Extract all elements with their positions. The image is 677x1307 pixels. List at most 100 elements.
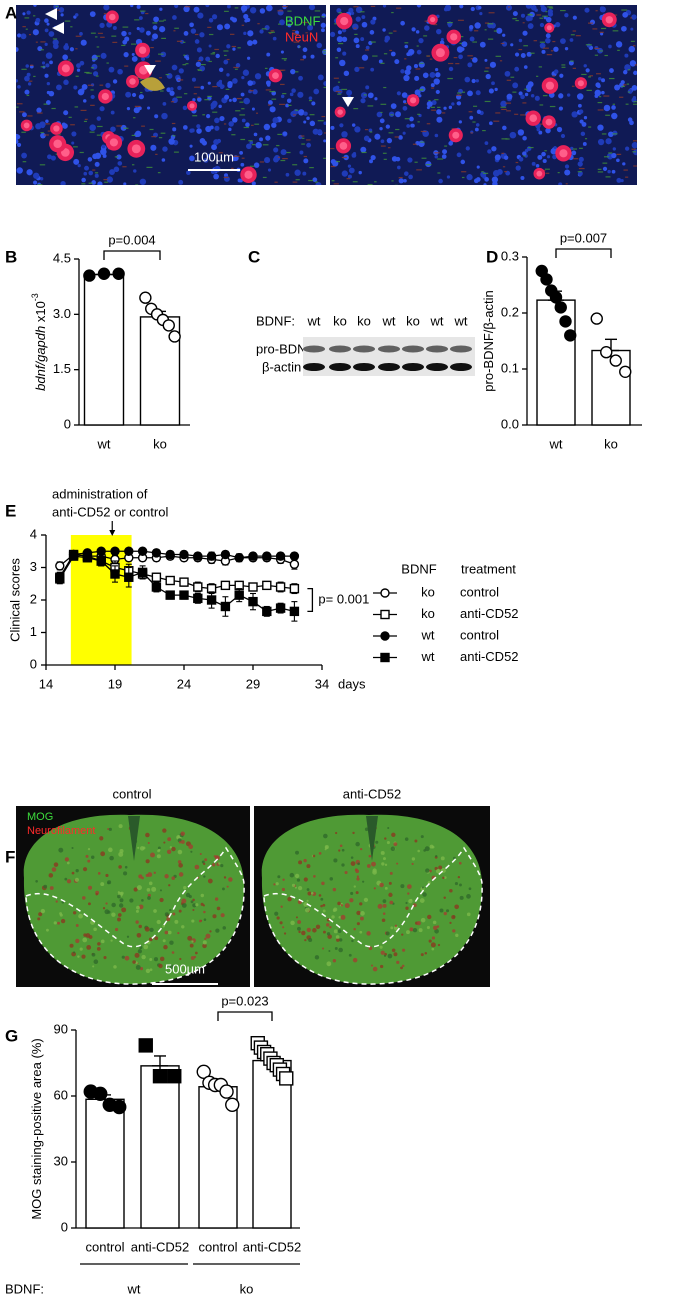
nucleus [339,59,346,67]
fiber [547,6,553,8]
nucleus [273,147,279,153]
fiber [506,110,511,112]
nucleus [458,54,463,60]
nucleus [84,165,89,171]
nucleus [330,31,336,37]
fiber [627,69,631,71]
fiber [33,15,36,17]
nucleus [509,131,517,139]
tissue-speck [214,897,219,901]
tissue-speck [359,930,363,934]
fiber [512,18,517,20]
nucleus [259,29,264,34]
fiber [522,102,527,104]
arrowhead [45,8,57,20]
nucleus [474,127,479,132]
nucleus [182,105,188,111]
fiber [552,75,555,77]
nucleus [121,30,127,37]
nucleus [545,127,551,134]
nucleus [96,116,102,121]
nucleus [17,84,21,89]
fiber [207,26,212,28]
tissue-speck [443,911,447,916]
blot-band [426,345,448,353]
fiber [415,68,421,70]
nucleus [341,131,348,138]
nucleus [195,61,202,67]
fiber [237,47,241,49]
fiber [426,123,431,125]
fiber [75,35,82,37]
fiber [249,90,254,92]
nucleus [424,25,430,31]
tissue-speck [108,827,112,831]
fiber [155,60,161,62]
tissue-speck [373,887,376,890]
fiber [487,38,494,40]
panel-letter: G [5,1026,18,1045]
fiber [200,63,206,66]
tissue-speck [169,940,174,945]
tissue-speck [323,930,326,934]
fiber [577,171,582,173]
nucleus [123,52,129,58]
tissue-speck [306,927,311,933]
nucleus [218,104,222,109]
marker [540,273,553,286]
nucleus [491,81,495,86]
fiber [545,11,548,13]
tissue-speck [114,927,119,932]
stain-label: BDNF [285,13,320,28]
x-tick-label: wt [97,436,111,451]
y-tick-label: 0.0 [501,416,519,431]
marker [289,551,300,561]
fiber [70,124,75,126]
nucleus [370,154,376,161]
neuron-core [430,17,436,23]
nucleus [184,55,188,59]
nucleus [491,176,499,183]
fiber [417,121,420,123]
nucleus [161,112,168,120]
nucleus [303,158,309,164]
fiber [184,6,191,8]
fiber [336,160,340,163]
fiber [114,156,119,158]
nucleus [510,43,514,47]
tissue-speck [438,865,443,870]
fiber [419,89,424,91]
fiber [92,58,97,60]
nucleus [403,100,407,104]
tissue-speck [297,926,301,931]
fiber [337,81,341,83]
fiber [265,89,272,91]
tissue-speck [97,942,101,946]
nucleus [219,115,225,122]
tissue-speck [420,917,426,923]
tissue-speck [118,903,124,908]
y-tick-label: 0.1 [501,360,519,375]
tissue-speck [96,946,101,951]
tissue-speck [48,873,54,878]
tissue-speck [310,892,314,895]
marker [248,551,258,561]
tissue [261,814,483,985]
nucleus [227,82,233,89]
nucleus [302,47,308,53]
tissue-speck [329,925,332,929]
tissue-speck [216,906,221,911]
tissue-speck [124,865,128,869]
tissue-speck [218,862,221,865]
nucleus [522,135,527,141]
tissue-speck [322,909,326,913]
annotation: anti-CD52 or control [52,504,168,519]
fiber [197,60,202,62]
stain-label: Neurofilament [27,825,95,837]
marker [167,1068,182,1084]
tissue-speck [352,831,355,835]
marker [96,556,106,566]
nucleus [416,5,422,8]
tissue-speck [442,876,445,880]
tissue-speck [164,912,169,917]
